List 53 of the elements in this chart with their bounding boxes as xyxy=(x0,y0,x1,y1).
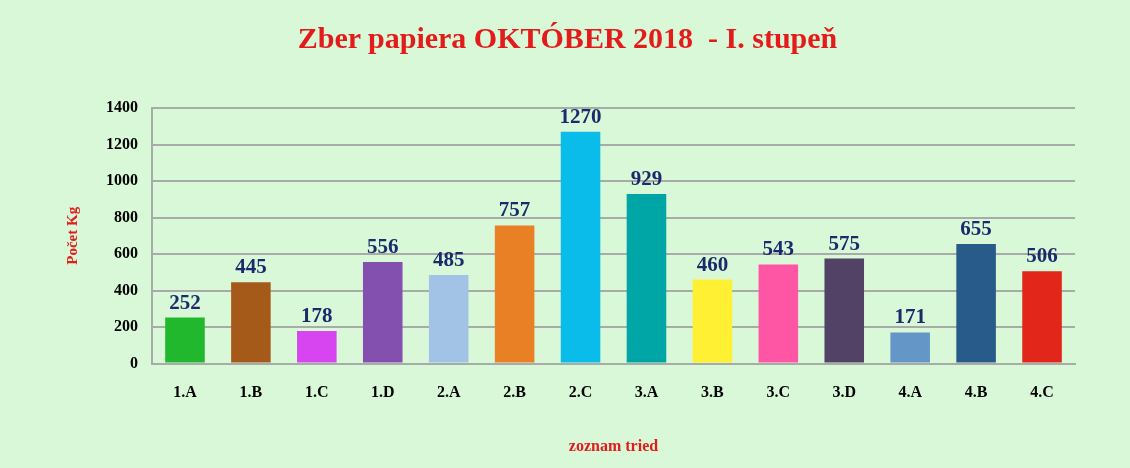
bar xyxy=(890,332,930,363)
x-tick-label: 1.C xyxy=(305,383,329,401)
x-tick-label: 2.A xyxy=(436,383,461,401)
bar xyxy=(297,331,337,363)
bar xyxy=(560,131,601,363)
x-tick-label: 1.A xyxy=(173,383,198,401)
y-tick-label: 200 xyxy=(114,317,138,335)
x-tick-label: 1.B xyxy=(239,383,263,401)
x-tick-label: 4.B xyxy=(964,383,988,401)
data-label: 178 xyxy=(301,303,333,328)
x-tick-label: 2.B xyxy=(503,383,527,401)
bar xyxy=(692,279,733,363)
x-axis-title: zoznam tried xyxy=(568,436,659,454)
bar xyxy=(758,264,799,363)
data-label: 171 xyxy=(894,304,926,329)
data-label: 556 xyxy=(367,234,399,259)
data-label: 757 xyxy=(498,197,531,222)
chart-title: Zber papiera OKTÓBER 2018 - I. stupeň xyxy=(297,20,838,54)
bar xyxy=(428,275,469,363)
data-label: 485 xyxy=(432,246,465,271)
x-tick-label: 3.C xyxy=(766,383,791,401)
data-label: 460 xyxy=(696,251,729,276)
x-tick-label: 3.A xyxy=(634,383,659,401)
bar xyxy=(494,225,535,363)
x-tick-label: 4.C xyxy=(1030,383,1054,401)
data-label: 445 xyxy=(235,254,267,279)
x-tick-label: 2.C xyxy=(568,383,593,401)
x-tick-label: 3.D xyxy=(832,383,857,401)
x-tick-label: 3.B xyxy=(701,383,725,401)
data-label: 252 xyxy=(169,289,201,314)
bar xyxy=(231,282,271,363)
y-tick-label: 0 xyxy=(130,353,138,371)
y-tick-label: 1200 xyxy=(106,134,138,152)
x-tick-label: 1.D xyxy=(370,383,395,401)
y-axis-title: Počet Kg xyxy=(63,206,80,265)
bar xyxy=(824,258,865,363)
data-label: 575 xyxy=(828,230,860,255)
data-label: 543 xyxy=(762,236,795,261)
bar xyxy=(626,193,667,363)
data-label: 506 xyxy=(1026,243,1058,268)
y-tick-label: 400 xyxy=(114,280,138,298)
bar xyxy=(1022,271,1062,363)
y-tick-label: 1000 xyxy=(106,171,138,189)
data-label: 1270 xyxy=(559,103,602,128)
x-tick-label: 4.A xyxy=(898,383,923,401)
y-tick-label: 600 xyxy=(114,244,138,262)
bar xyxy=(362,262,403,363)
y-tick-label: 800 xyxy=(114,207,138,225)
bar xyxy=(165,317,205,363)
y-tick-label: 1400 xyxy=(106,98,138,116)
bar xyxy=(956,244,996,363)
data-label: 929 xyxy=(630,165,663,190)
data-label: 655 xyxy=(960,215,992,240)
